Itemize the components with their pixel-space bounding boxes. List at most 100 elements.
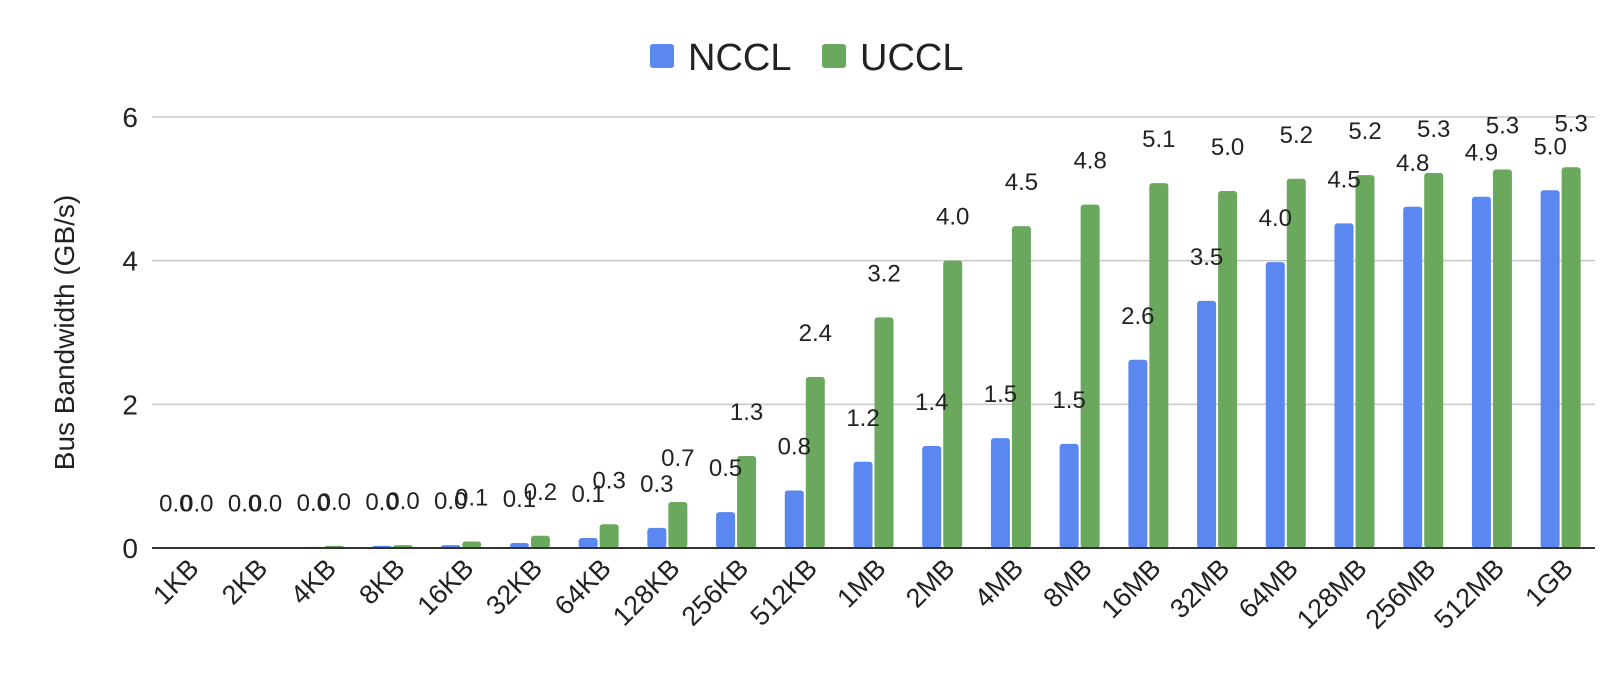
data-label-nccl-4KB: 0.0	[297, 490, 330, 517]
data-label-nccl-64MB: 4.0	[1259, 205, 1292, 232]
x-tick-label-128KB: 128KB	[607, 553, 686, 632]
data-label-nccl-32MB: 3.5	[1190, 244, 1223, 271]
data-label-uccl-64KB: 0.3	[592, 467, 625, 494]
bar-nccl-1GB	[1540, 190, 1560, 548]
bar-uccl-64KB	[599, 524, 619, 548]
bar-nccl-16MB	[1128, 359, 1148, 548]
bar-uccl-8MB	[1080, 204, 1100, 549]
bar-nccl-2MB	[922, 445, 942, 548]
bars-group	[166, 167, 1581, 549]
data-label-uccl-128MB: 5.2	[1348, 118, 1381, 145]
x-tick-label-2MB: 2MB	[900, 553, 960, 613]
data-label-uccl-1KB: 0.0	[180, 491, 213, 518]
bar-uccl-256MB	[1424, 173, 1444, 548]
data-label-uccl-16KB: 0.1	[455, 485, 488, 512]
data-label-nccl-1MB: 1.2	[846, 405, 879, 432]
x-tick-label-8MB: 8MB	[1037, 553, 1097, 613]
data-label-nccl-16MB: 2.6	[1121, 303, 1154, 330]
data-label-uccl-128KB: 0.7	[661, 445, 694, 472]
y-tick-label: 6	[122, 102, 138, 133]
bar-uccl-2MB	[943, 260, 963, 548]
bar-uccl-4MB	[1011, 226, 1031, 549]
data-labels-group: 0.00.0 0.00.0 0.00.0 0.00.0 0.00.1 0.10.2 0.10…	[159, 110, 1588, 517]
data-label-nccl-512MB: 4.9	[1465, 140, 1498, 167]
x-tick-label-256MB: 256MB	[1360, 553, 1442, 635]
data-label-nccl-1GB: 5.0	[1533, 133, 1566, 160]
bar-nccl-256KB	[716, 512, 736, 548]
data-label-uccl-2MB: 4.0	[936, 204, 969, 231]
bar-nccl-64MB	[1265, 262, 1285, 548]
x-tick-label-16KB: 16KB	[412, 553, 480, 621]
x-tick-label-4KB: 4KB	[285, 553, 342, 610]
data-label-uccl-512MB: 5.3	[1486, 112, 1519, 139]
data-label-nccl-2KB: 0.0	[228, 490, 261, 517]
bar-uccl-256KB	[737, 456, 757, 548]
bar-uccl-1MB	[874, 317, 894, 548]
bar-nccl-1MB	[853, 461, 873, 548]
x-tick-label-512MB: 512MB	[1428, 553, 1510, 635]
data-label-nccl-128KB: 0.3	[640, 471, 673, 498]
data-label-uccl-256MB: 5.3	[1417, 116, 1450, 143]
data-label-nccl-8KB: 0.0	[365, 489, 398, 516]
bar-nccl-128MB	[1334, 223, 1354, 548]
legend-label-uccl: UCCL	[860, 37, 963, 79]
bar-nccl-128KB	[647, 527, 667, 548]
x-tick-label-1KB: 1KB	[147, 553, 204, 610]
data-label-uccl-4KB: 0.0	[318, 489, 351, 516]
data-label-nccl-16KB: 0.0	[434, 488, 467, 515]
bar-nccl-512MB	[1471, 196, 1491, 549]
bar-uccl-512MB	[1492, 169, 1512, 548]
data-label-nccl-2MB: 1.4	[915, 389, 948, 416]
data-label-uccl-32MB: 5.0	[1211, 134, 1244, 161]
bar-uccl-16MB	[1149, 183, 1169, 548]
data-label-uccl-64MB: 5.2	[1280, 122, 1313, 149]
data-label-uccl-32KB: 0.2	[524, 479, 557, 506]
data-label-nccl-256MB: 4.8	[1396, 150, 1429, 177]
data-label-uccl-1GB: 5.3	[1554, 110, 1587, 137]
legend: NCCL UCCL	[650, 37, 963, 79]
data-label-uccl-8KB: 0.0	[386, 488, 419, 515]
y-axis-title: Bus Bandwidth (GB/s)	[49, 195, 80, 470]
bar-nccl-8MB	[1059, 443, 1079, 548]
data-label-uccl-8MB: 4.8	[1073, 148, 1106, 175]
data-label-nccl-64KB: 0.1	[571, 481, 604, 508]
x-tick-label-128MB: 128MB	[1291, 553, 1373, 635]
bar-uccl-128MB	[1355, 175, 1375, 548]
legend-label-nccl: NCCL	[688, 37, 791, 79]
x-tick-label-16MB: 16MB	[1096, 553, 1167, 624]
data-label-uccl-4MB: 4.5	[1005, 169, 1038, 196]
data-label-nccl-4MB: 1.5	[984, 381, 1017, 408]
bar-nccl-32MB	[1197, 300, 1217, 548]
bar-nccl-256MB	[1403, 206, 1423, 548]
data-label-uccl-512KB: 2.4	[799, 320, 832, 347]
x-tick-label-32MB: 32MB	[1164, 553, 1235, 624]
bar-nccl-4MB	[990, 438, 1010, 548]
data-label-uccl-1MB: 3.2	[867, 260, 900, 287]
data-label-nccl-128MB: 4.5	[1327, 166, 1360, 193]
bar-uccl-16KB	[462, 541, 482, 548]
bar-uccl-128KB	[668, 502, 688, 548]
x-tick-label-256KB: 256KB	[676, 553, 755, 632]
data-label-uccl-256KB: 1.3	[730, 399, 763, 426]
data-label-nccl-8MB: 1.5	[1052, 387, 1085, 414]
x-tick-label-512KB: 512KB	[744, 553, 823, 632]
bar-uccl-32MB	[1218, 190, 1238, 548]
y-tick-label: 4	[122, 246, 138, 277]
data-label-uccl-16MB: 5.1	[1142, 126, 1175, 153]
y-tick-label: 0	[122, 533, 138, 564]
x-tick-label-4MB: 4MB	[969, 553, 1029, 613]
x-tick-label-1MB: 1MB	[831, 553, 891, 613]
bar-nccl-32KB	[509, 542, 529, 548]
bar-nccl-64KB	[578, 537, 598, 548]
y-tick-label: 2	[122, 389, 138, 420]
x-tick-label-1GB: 1GB	[1519, 553, 1578, 612]
bar-uccl-1GB	[1561, 167, 1581, 549]
bar-uccl-64MB	[1286, 178, 1306, 548]
data-label-uccl-2KB: 0.0	[249, 490, 282, 517]
x-tick-label-2KB: 2KB	[216, 553, 273, 610]
data-label-nccl-256KB: 0.5	[709, 455, 742, 482]
bar-uccl-32KB	[530, 535, 550, 548]
data-label-nccl-512KB: 0.8	[778, 434, 811, 461]
